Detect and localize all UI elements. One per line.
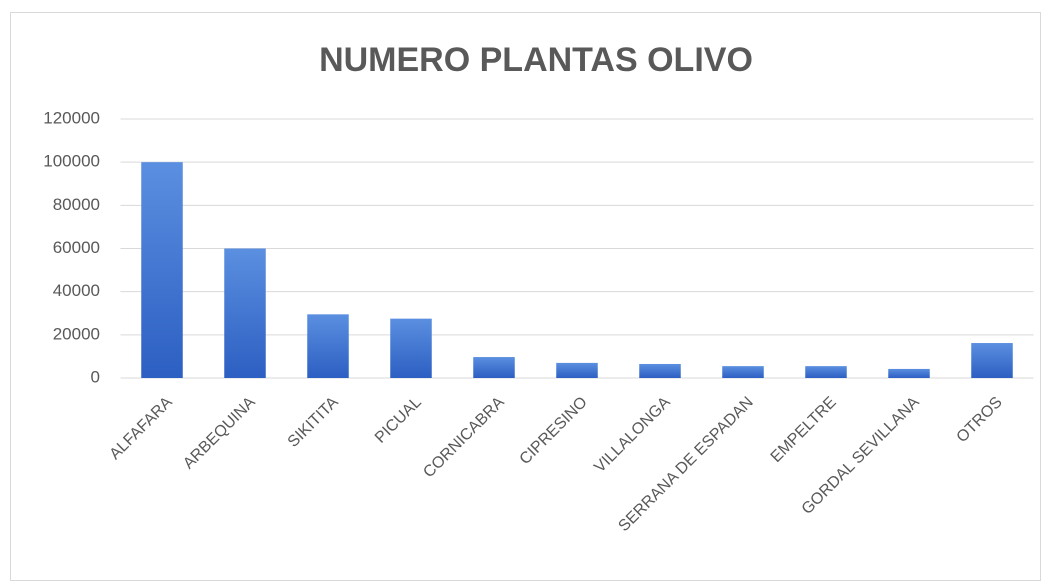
bar bbox=[141, 162, 183, 378]
bar bbox=[805, 366, 847, 378]
bar bbox=[971, 343, 1013, 378]
bar bbox=[722, 366, 764, 378]
y-tick-label: 80000 bbox=[53, 195, 100, 214]
y-tick-label: 40000 bbox=[53, 281, 100, 300]
bar bbox=[556, 362, 598, 378]
bar bbox=[639, 363, 681, 378]
y-tick-label: 120000 bbox=[43, 108, 100, 127]
bar bbox=[224, 248, 266, 378]
y-tick-label: 0 bbox=[91, 367, 100, 386]
y-tick-label: 100000 bbox=[43, 152, 100, 171]
chart-title: NUMERO PLANTAS OLIVO bbox=[319, 41, 753, 79]
bar bbox=[888, 368, 930, 378]
bar bbox=[307, 314, 349, 378]
y-tick-label: 20000 bbox=[53, 324, 100, 343]
bar bbox=[390, 318, 432, 378]
y-tick-label: 60000 bbox=[53, 238, 100, 257]
bar bbox=[473, 357, 515, 378]
